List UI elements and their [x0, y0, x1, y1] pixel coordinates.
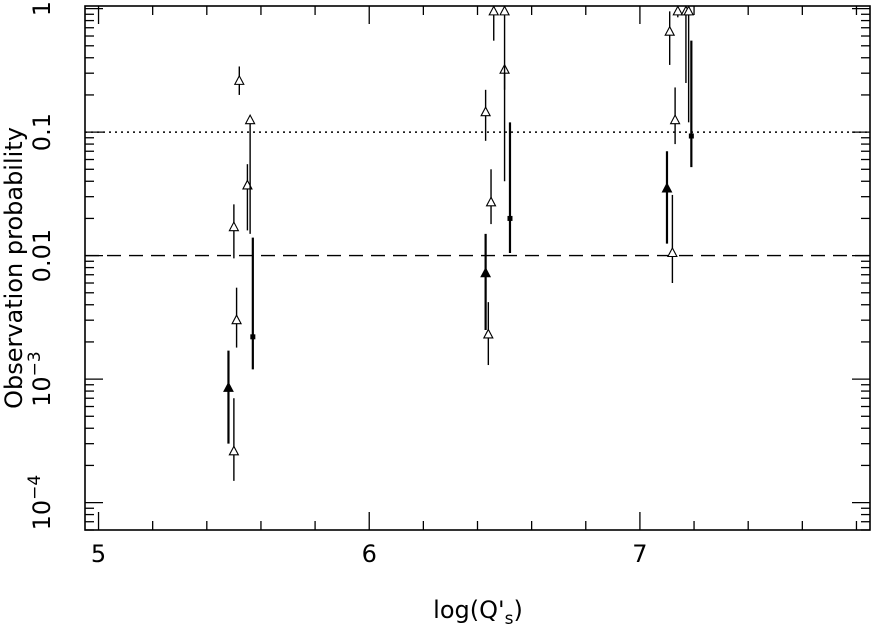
data-point-filled-triangle	[661, 182, 673, 193]
y-tick-labels: 10−410−30.010.11	[25, 1, 56, 530]
x-axis-label-close: )	[513, 596, 522, 624]
plot-frame	[84, 5, 871, 531]
y-tick-label: 10−3	[25, 351, 56, 407]
data-point-filled-square	[688, 133, 694, 139]
reference-lines	[85, 131, 870, 257]
y-axis-ticks	[85, 7, 870, 531]
y-tick-label-exponent: −4	[25, 475, 45, 500]
y-axis-label: Observation probability	[0, 127, 28, 409]
x-axis-ticks	[97, 6, 858, 530]
data-point-open-triangle	[233, 74, 245, 85]
data-point-open-triangle	[664, 25, 676, 36]
data-point-open-triangle	[485, 196, 497, 207]
data-marks	[223, 5, 695, 481]
data-point-open-triangle	[669, 113, 681, 125]
data-point-open-triangle	[666, 246, 678, 258]
data-point-open-triangle	[228, 220, 240, 232]
x-axis-label: log(Q's)	[433, 596, 523, 629]
y-tick-label-text: 0.01	[28, 229, 56, 282]
data-point-open-triangle	[683, 5, 695, 16]
data-point-filled-triangle	[223, 381, 234, 392]
y-tick-label-text: 10−3	[25, 351, 56, 407]
data-point-open-triangle	[244, 113, 256, 125]
data-point-open-triangle	[231, 314, 242, 325]
y-tick-label: 10−4	[25, 475, 56, 531]
x-tick-label: 5	[91, 540, 106, 568]
data-point-filled-square	[250, 334, 256, 340]
y-tick-label-text: 0.1	[28, 113, 56, 151]
y-tick-label-text: 10−4	[25, 475, 56, 531]
x-tick-label: 6	[362, 540, 377, 568]
data-point-open-triangle	[488, 5, 500, 16]
y-tick-label-text: 1	[28, 1, 56, 16]
y-tick-label-base: 10	[28, 376, 56, 407]
x-axis-label-subscript: s	[505, 609, 514, 629]
y-tick-label-base: 0.1	[28, 113, 56, 151]
y-tick-label-exponent: −3	[25, 351, 45, 376]
data-point-filled-square	[507, 215, 513, 221]
data-point-open-triangle	[482, 328, 494, 339]
x-tick-label: 7	[632, 540, 647, 568]
y-tick-label-base: 0.01	[28, 229, 56, 282]
y-tick-label-base: 10	[28, 500, 56, 531]
y-tick-label-base: 1	[28, 1, 56, 16]
y-tick-label: 0.1	[28, 113, 56, 151]
x-tick-labels: 5 6 7	[91, 540, 648, 568]
data-point-filled-triangle	[480, 267, 492, 278]
data-point-open-triangle	[499, 5, 510, 16]
data-point-open-triangle	[228, 445, 240, 456]
data-point-open-triangle	[480, 106, 492, 117]
y-tick-label: 1	[28, 1, 56, 16]
y-tick-label: 0.01	[28, 229, 56, 282]
data-point-open-triangle	[672, 5, 684, 16]
